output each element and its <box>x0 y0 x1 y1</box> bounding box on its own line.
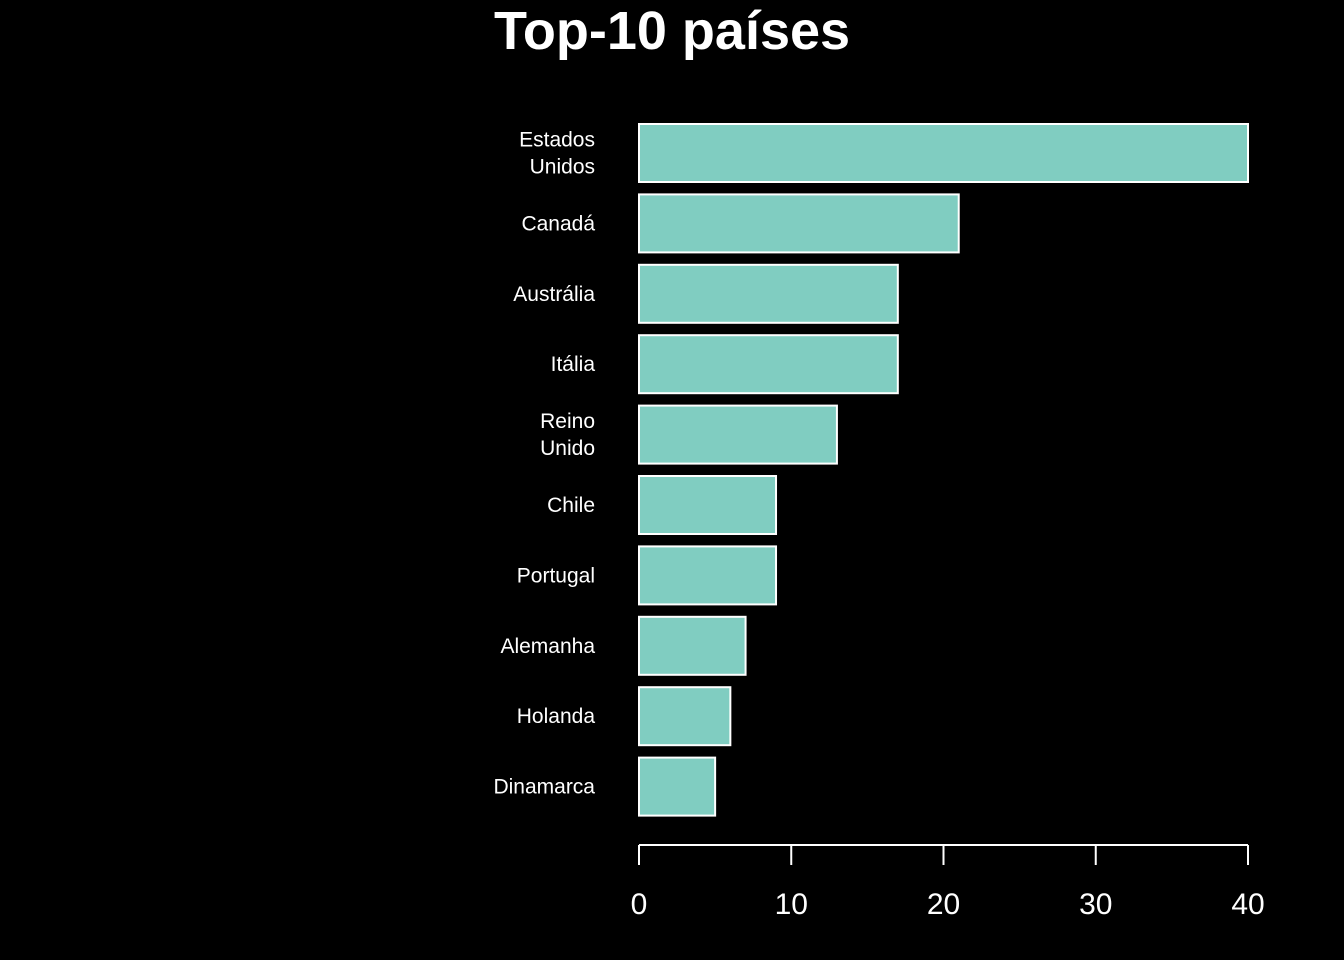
category-label-6: Portugal <box>517 564 595 587</box>
category-label-line: Portugal <box>517 564 595 587</box>
x-axis: 0 10 20 30 40 <box>631 844 1265 921</box>
bar-2 <box>638 263 899 324</box>
x-tick-label-3: 30 <box>1079 888 1112 921</box>
category-label-line: Reino <box>540 410 595 433</box>
bar-1 <box>638 193 960 254</box>
category-label-0: Estados Unidos <box>519 129 595 179</box>
bar-4 <box>638 404 838 465</box>
category-label-line: Canadá <box>521 212 595 235</box>
category-label-line: Unido <box>540 437 595 460</box>
category-label-1: Canadá <box>521 212 595 235</box>
chart-title: Top-10 países <box>493 1 851 61</box>
category-label-3: Itália <box>551 353 596 376</box>
category-label-4: Reino Unido <box>540 410 595 460</box>
category-label-2: Austrália <box>513 283 595 306</box>
category-label-line: Chile <box>547 494 595 517</box>
category-label-line: Austrália <box>513 283 595 306</box>
bar-8 <box>638 686 732 747</box>
bar-3 <box>638 334 899 395</box>
bar-9 <box>638 756 717 817</box>
category-labels-group: Estados Unidos Canadá Austrália Itália Reino U… <box>493 129 595 799</box>
x-tick-label-2: 20 <box>927 888 960 921</box>
bar-5 <box>638 475 778 535</box>
category-label-line: Dinamarca <box>493 776 595 799</box>
category-label-9: Dinamarca <box>493 776 595 799</box>
bars-group <box>638 123 1249 817</box>
bar-0 <box>638 123 1249 183</box>
bar-7 <box>638 615 747 676</box>
x-tick-label-1: 10 <box>775 888 808 921</box>
category-label-5: Chile <box>547 494 595 517</box>
category-label-line: Alemanha <box>500 635 595 658</box>
bar-6 <box>638 545 778 606</box>
category-label-line: Estados <box>519 129 595 152</box>
category-label-8: Holanda <box>517 705 596 728</box>
x-tick-label-4: 40 <box>1231 888 1264 921</box>
x-tick-label-0: 0 <box>631 888 648 921</box>
category-label-line: Itália <box>551 353 596 376</box>
category-label-7: Alemanha <box>500 635 595 658</box>
category-label-line: Holanda <box>517 705 596 728</box>
category-label-line: Unidos <box>530 156 595 179</box>
